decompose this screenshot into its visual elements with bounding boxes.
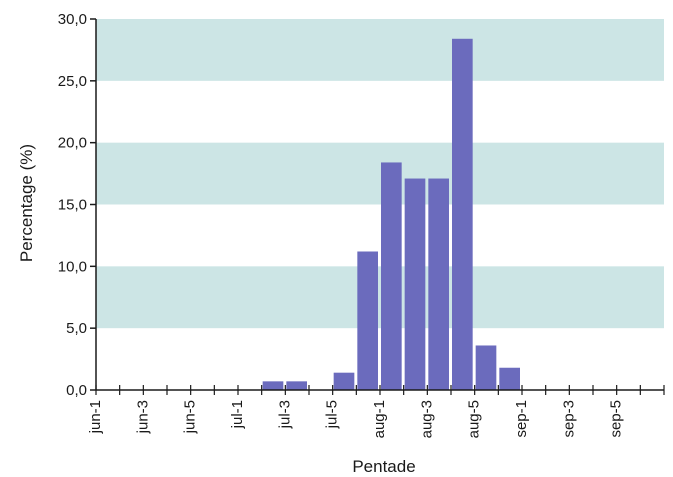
- x-tick-label: jul-1: [229, 400, 246, 429]
- axes: [90, 18, 665, 395]
- grid-band: [96, 19, 664, 81]
- bar-jul-3: [286, 381, 307, 390]
- y-tick-label: 25,0: [58, 73, 87, 90]
- x-tick-label: aug-5: [466, 400, 483, 438]
- bar-jul-6: [357, 251, 378, 390]
- grid-band: [96, 266, 664, 329]
- x-tick-label: jun-1: [87, 400, 104, 434]
- bar-aug-3: [428, 178, 449, 390]
- bar-jul-5: [333, 372, 355, 390]
- x-tick-label: aug-3: [418, 400, 435, 438]
- bars: [262, 38, 520, 390]
- x-tick-labels: jun-1 jun-3 jun-5 jul-1 jul-3 jul-5 aug-1 aug-3…: [87, 400, 625, 438]
- x-tick-label: sep-1: [513, 400, 530, 438]
- bar-aug-5: [475, 345, 497, 390]
- bar-aug-1: [381, 162, 402, 390]
- x-tick-label: jul-3: [276, 400, 293, 429]
- x-tick-label: sep-5: [608, 400, 625, 438]
- x-tick-label: jun-5: [182, 400, 199, 434]
- y-tick-label: 0,0: [66, 382, 87, 399]
- y-tick-labels: 0,0 5,0 10,0 15,0 20,0 25,0 30,0: [58, 11, 87, 399]
- bar-aug-2: [404, 178, 426, 390]
- bar-aug-4: [452, 38, 473, 390]
- x-tick-label: sep-3: [560, 400, 577, 438]
- y-tick-label: 5,0: [66, 320, 87, 337]
- y-tick-label: 15,0: [58, 197, 87, 214]
- y-tick-label: 20,0: [58, 135, 87, 152]
- x-tick-label: aug-1: [371, 400, 388, 438]
- x-tick-label: jul-5: [324, 400, 341, 429]
- x-axis-title: Pentade: [352, 457, 415, 476]
- bar-jul-2: [262, 381, 284, 390]
- bar-aug-6: [499, 367, 520, 390]
- grid-band: [96, 142, 664, 205]
- background-bands: [96, 19, 664, 329]
- y-axis-title: Percentage (%): [17, 144, 36, 262]
- y-tick-label: 30,0: [58, 11, 87, 28]
- y-tick-label: 10,0: [58, 258, 87, 275]
- x-tick-label: jun-3: [134, 400, 151, 434]
